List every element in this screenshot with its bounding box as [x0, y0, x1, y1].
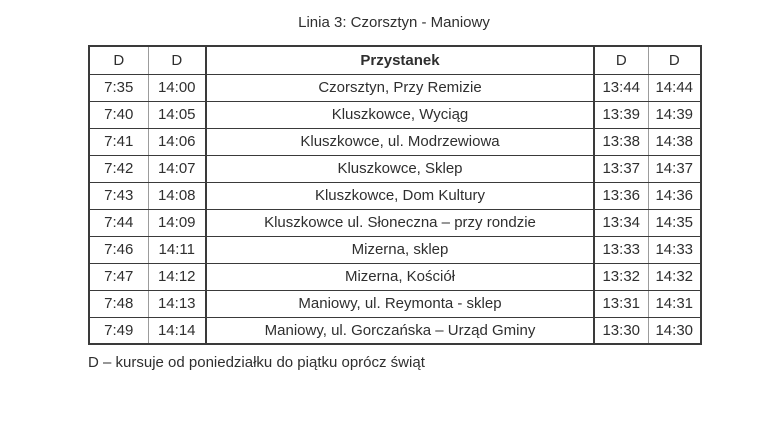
- header-stop: Przystanek: [205, 45, 595, 75]
- morning-time-1-cell: 7:43: [89, 181, 149, 210]
- morning-time-1-cell: 7:35: [89, 73, 149, 102]
- return-time-2-cell: 14:31: [647, 289, 701, 318]
- legend-note: D – kursuje od poniedziałku do piątku op…: [88, 354, 425, 371]
- return-time-1-cell: 13:32: [593, 262, 649, 291]
- morning-time-1-cell: 7:47: [89, 262, 149, 291]
- return-time-2-cell: 14:33: [647, 235, 701, 264]
- header-departure-2: D: [147, 45, 207, 75]
- stop-name-cell: Maniowy, ul. Gorczańska – Urząd Gminy: [205, 316, 595, 345]
- return-time-2-cell: 14:37: [647, 154, 701, 183]
- return-time-2-cell: 14:32: [647, 262, 701, 291]
- morning-time-2-cell: 14:05: [147, 100, 207, 129]
- stop-name-cell: Kluszkowce, Sklep: [205, 154, 595, 183]
- table-row: 7:46 14:11 Mizerna, sklep 13:33 14:33: [89, 235, 701, 264]
- table-row: 7:42 14:07 Kluszkowce, Sklep 13:37 14:37: [89, 154, 701, 183]
- stop-name-cell: Mizerna, sklep: [205, 235, 595, 264]
- morning-time-2-cell: 14:00: [147, 73, 207, 102]
- stop-name-cell: Maniowy, ul. Reymonta - sklep: [205, 289, 595, 318]
- return-time-2-cell: 14:39: [647, 100, 701, 129]
- stop-name-cell: Kluszkowce ul. Słoneczna – przy rondzie: [205, 208, 595, 237]
- header-row: D D Przystanek D D: [89, 45, 701, 75]
- return-time-1-cell: 13:38: [593, 127, 649, 156]
- return-time-1-cell: 13:31: [593, 289, 649, 318]
- timetable-body: 7:35 14:00 Czorsztyn, Przy Remizie 13:44 14:…: [89, 73, 701, 345]
- return-time-1-cell: 13:39: [593, 100, 649, 129]
- stop-name-cell: Kluszkowce, ul. Modrzewiowa: [205, 127, 595, 156]
- morning-time-2-cell: 14:14: [147, 316, 207, 345]
- table-row: 7:35 14:00 Czorsztyn, Przy Remizie 13:44 14:…: [89, 73, 701, 102]
- return-time-2-cell: 14:38: [647, 127, 701, 156]
- morning-time-1-cell: 7:40: [89, 100, 149, 129]
- stop-name-cell: Kluszkowce, Dom Kultury: [205, 181, 595, 210]
- table-row: 7:41 14:06 Kluszkowce, ul. Modrzewiowa 13:3…: [89, 127, 701, 156]
- table-row: 7:47 14:12 Mizerna, Kościół 13:32 14:32: [89, 262, 701, 291]
- morning-time-2-cell: 14:12: [147, 262, 207, 291]
- morning-time-1-cell: 7:44: [89, 208, 149, 237]
- morning-time-2-cell: 14:07: [147, 154, 207, 183]
- stop-name-cell: Kluszkowce, Wyciąg: [205, 100, 595, 129]
- morning-time-1-cell: 7:42: [89, 154, 149, 183]
- morning-time-1-cell: 7:46: [89, 235, 149, 264]
- return-time-1-cell: 13:37: [593, 154, 649, 183]
- stop-name-cell: Czorsztyn, Przy Remizie: [205, 73, 595, 102]
- table-row: 7:40 14:05 Kluszkowce, Wyciąg 13:39 14:39: [89, 100, 701, 129]
- return-time-1-cell: 13:33: [593, 235, 649, 264]
- header-return-1: D: [593, 45, 649, 75]
- morning-time-2-cell: 14:08: [147, 181, 207, 210]
- morning-time-2-cell: 14:09: [147, 208, 207, 237]
- morning-time-1-cell: 7:41: [89, 127, 149, 156]
- header-departure-1: D: [89, 45, 149, 75]
- return-time-1-cell: 13:34: [593, 208, 649, 237]
- return-time-2-cell: 14:30: [647, 316, 701, 345]
- timetable: D D Przystanek D D 7:35 14:00 Czorsztyn, P…: [88, 45, 702, 345]
- return-time-1-cell: 13:30: [593, 316, 649, 345]
- table-row: 7:44 14:09 Kluszkowce ul. Słoneczna – przy…: [89, 208, 701, 237]
- return-time-1-cell: 13:36: [593, 181, 649, 210]
- return-time-2-cell: 14:35: [647, 208, 701, 237]
- morning-time-2-cell: 14:06: [147, 127, 207, 156]
- table-row: 7:43 14:08 Kluszkowce, Dom Kultury 13:36 14:…: [89, 181, 701, 210]
- stop-name-cell: Mizerna, Kościół: [205, 262, 595, 291]
- table-row: 7:48 14:13 Maniowy, ul. Reymonta - sklep 13…: [89, 289, 701, 318]
- morning-time-2-cell: 14:11: [147, 235, 207, 264]
- return-time-1-cell: 13:44: [593, 73, 649, 102]
- morning-time-1-cell: 7:48: [89, 289, 149, 318]
- page-title: Linia 3: Czorsztyn - Maniowy: [298, 14, 490, 31]
- table-row: 7:49 14:14 Maniowy, ul. Gorczańska – Urząd…: [89, 316, 701, 345]
- morning-time-1-cell: 7:49: [89, 316, 149, 345]
- header-return-2: D: [647, 45, 701, 75]
- morning-time-2-cell: 14:13: [147, 289, 207, 318]
- return-time-2-cell: 14:44: [647, 73, 701, 102]
- return-time-2-cell: 14:36: [647, 181, 701, 210]
